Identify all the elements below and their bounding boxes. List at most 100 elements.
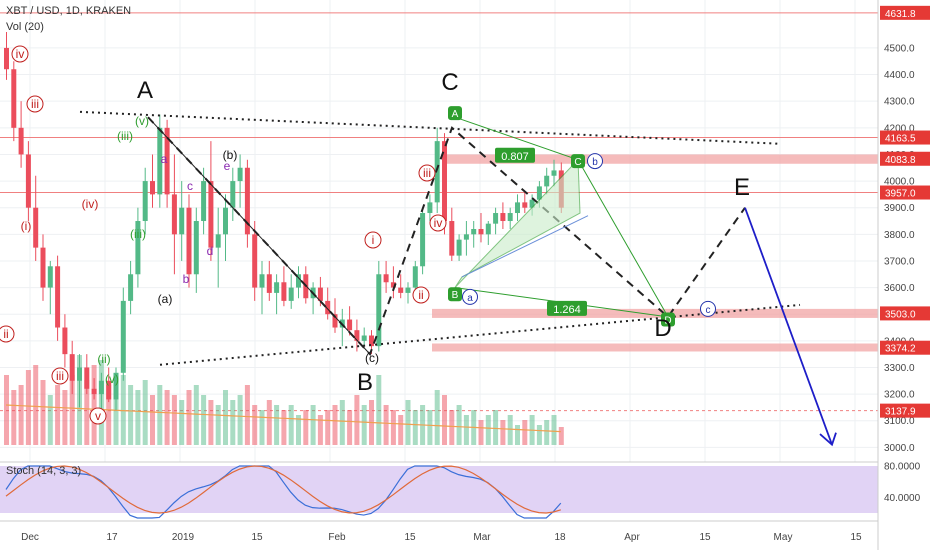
candle-body — [398, 287, 404, 293]
time-tick-label: 18 — [554, 532, 566, 543]
volume-bar — [120, 375, 126, 445]
candle-body — [4, 47, 9, 70]
price-level-tag — [880, 130, 930, 145]
wave-label: (c) — [365, 351, 379, 365]
volume-bar — [347, 410, 353, 445]
candle-body — [551, 170, 557, 176]
stoch-tick-label: 80.0000 — [884, 462, 921, 473]
wave-label: (ii) — [97, 352, 110, 366]
price-level-tag-label: 4163.5 — [885, 134, 916, 145]
volume-bar — [354, 395, 360, 445]
wave-label: (b) — [223, 148, 238, 162]
price-level-tag-label: 4083.8 — [885, 155, 916, 166]
wave-label-circle — [364, 231, 382, 249]
wave-label-circle — [51, 367, 69, 385]
volume-bar — [215, 405, 221, 445]
wave-label: e — [224, 159, 231, 173]
candle-body — [193, 221, 199, 275]
volume-bar — [18, 385, 24, 445]
candle-body — [128, 274, 134, 301]
volume-bar — [252, 405, 258, 445]
price-tick-label: 4500.0 — [884, 43, 915, 54]
candle-body — [507, 213, 513, 222]
candle-body — [135, 221, 141, 275]
wave-label: c — [187, 179, 193, 193]
pattern-point-label: B — [357, 369, 373, 396]
wave-label-circle — [412, 286, 430, 304]
time-tick-label: Apr — [624, 532, 640, 543]
price-tick-label: 3600.0 — [884, 283, 915, 294]
harmonic-point-badge — [587, 153, 603, 170]
wave-label-circle — [26, 95, 44, 113]
harmonic-point-badge — [571, 154, 585, 169]
harmonic-point-label: A — [452, 109, 459, 120]
volume-bar — [11, 390, 17, 445]
candle-body — [434, 141, 440, 203]
candle-body — [223, 207, 228, 235]
wave-label: (v) — [135, 114, 149, 128]
price-tick-label: 4200.0 — [884, 123, 915, 134]
volume-label: Vol (20) — [6, 21, 44, 33]
price-tick-label: 4300.0 — [884, 97, 915, 108]
candle-body — [529, 199, 535, 208]
wave-label: b — [183, 272, 190, 286]
candle-body — [179, 207, 185, 235]
support-zone-lower — [432, 343, 878, 352]
harmonic-point-label: c — [706, 305, 711, 316]
candle-body — [493, 213, 499, 224]
wave-label: i — [372, 233, 375, 247]
price-tick-label: 4000.0 — [884, 177, 915, 188]
candle-body — [11, 69, 17, 128]
channel-line — [461, 215, 589, 278]
candle-body — [471, 229, 477, 235]
volume-bar — [179, 400, 185, 445]
harmonic-point-badge — [462, 288, 478, 305]
price-tick-label: 3700.0 — [884, 256, 915, 267]
volume-bar — [310, 405, 316, 445]
volume-bar — [281, 410, 287, 445]
price-axis-bg — [878, 0, 932, 550]
candle-body — [84, 367, 90, 389]
candle-body — [485, 223, 491, 235]
price-level-tag-label: 3503.0 — [885, 309, 916, 320]
candle-body — [369, 335, 374, 347]
harmonic-point-badge — [448, 287, 462, 302]
volume-bar — [135, 390, 141, 445]
candle-body — [427, 202, 433, 214]
candle-body — [347, 319, 353, 331]
candle-body — [62, 327, 68, 355]
candle-body — [230, 181, 236, 208]
time-tick-label: 2019 — [172, 532, 195, 543]
volume-bar — [171, 395, 177, 445]
candle-body — [536, 186, 542, 200]
wave-label: (iii) — [117, 129, 133, 143]
candle-body — [317, 287, 323, 301]
candle-body — [171, 194, 177, 235]
harmonic-point-label: D — [664, 316, 671, 327]
candle-body — [164, 127, 170, 195]
price-tick-label: 3300.0 — [884, 363, 915, 374]
candle-body — [405, 287, 411, 293]
volume-bar — [296, 415, 301, 445]
candle-body — [354, 330, 360, 341]
volume-bar — [463, 415, 469, 445]
candle-body — [106, 380, 112, 400]
volume-bar — [113, 395, 119, 445]
price-tick-label: 3100.0 — [884, 416, 915, 427]
volume-bar — [442, 395, 447, 445]
candle-body — [266, 274, 272, 293]
volume-bar — [325, 410, 331, 445]
price-level-tag-label: 3957.0 — [885, 189, 916, 200]
candle-body — [98, 380, 104, 395]
candle-body — [208, 181, 214, 248]
wave-label-circle — [89, 407, 107, 425]
wave-label: iv — [434, 216, 443, 230]
volume-bar — [62, 390, 68, 445]
ratio-label: 0.807 — [501, 151, 529, 163]
candle-body — [77, 367, 82, 381]
volume-bar — [230, 400, 236, 445]
wave-label: (a) — [158, 292, 173, 306]
volume-bar — [150, 395, 155, 445]
volume-bar — [427, 410, 433, 445]
